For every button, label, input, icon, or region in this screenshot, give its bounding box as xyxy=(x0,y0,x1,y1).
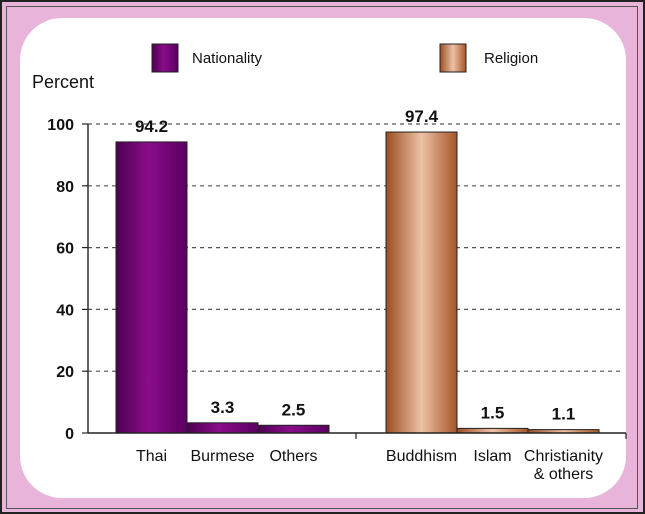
category-label: Buddhism xyxy=(386,448,457,465)
category-label: Christianity xyxy=(524,448,603,465)
chart-frame-border xyxy=(6,6,638,509)
category-label: Burmese xyxy=(190,448,254,465)
category-label: & others xyxy=(534,466,594,483)
data-label: 94.2 xyxy=(135,117,168,136)
bars xyxy=(115,131,600,434)
legend-label-nationality: Nationality xyxy=(192,50,263,67)
category-label: Thai xyxy=(136,448,167,465)
data-label: 2.5 xyxy=(282,400,306,419)
bar-burmese xyxy=(186,422,259,434)
y-axis-title: Percent xyxy=(32,72,94,92)
axes xyxy=(82,123,627,439)
y-tick-label: 40 xyxy=(56,302,74,319)
chart-labels: 0 20 40 60 80 100 Percent 94.2 Thai 3.3 Burmese 2.5… xyxy=(32,72,603,483)
y-tick-label: 0 xyxy=(65,426,74,443)
y-tick-label: 80 xyxy=(56,179,74,196)
legend-swatch-nationality xyxy=(151,43,179,73)
category-label: Islam xyxy=(473,448,511,465)
data-label: 97.4 xyxy=(405,107,439,126)
data-label: 3.3 xyxy=(211,398,235,417)
legend-swatch-religion xyxy=(439,43,467,73)
category-label: Others xyxy=(269,448,317,465)
data-label: 1.1 xyxy=(552,405,576,424)
bar-buddhism xyxy=(385,131,458,434)
y-tick-label: 20 xyxy=(56,364,74,381)
bar-thai xyxy=(115,141,188,434)
legend: Nationality Religion xyxy=(151,43,538,73)
y-tick-label: 60 xyxy=(56,241,74,258)
data-label: 1.5 xyxy=(481,403,505,422)
y-tick-label: 100 xyxy=(47,117,74,134)
bar-others xyxy=(257,424,330,434)
legend-label-religion: Religion xyxy=(484,50,538,67)
